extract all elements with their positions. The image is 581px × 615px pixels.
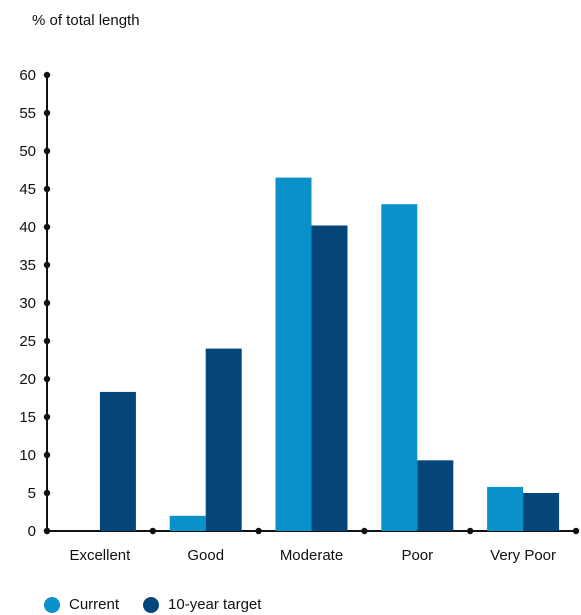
legend-item-current: Current (44, 596, 119, 613)
legend-swatch-current (44, 596, 60, 613)
bar-excellent-10-year-target (99, 391, 136, 531)
y-tick-label-6: 30 (19, 295, 36, 312)
y-tick-dot-10 (43, 147, 51, 155)
y-tick-dot-1 (43, 489, 51, 497)
x-tick-label-poor: Poor (401, 547, 433, 564)
y-tick-label-12: 60 (19, 67, 36, 84)
x-tick-dot-1 (149, 527, 156, 535)
y-tick-dot-7 (43, 261, 51, 269)
y-tick-dot-9 (43, 185, 51, 193)
y-tick-label-0: 0 (28, 523, 36, 540)
y-tick-dot-6 (43, 299, 51, 307)
y-tick-dot-12 (43, 71, 51, 79)
y-axis-label: % of total length (32, 12, 140, 29)
y-tick-label-8: 40 (19, 219, 36, 236)
legend: Current 10-year target (44, 596, 285, 613)
y-tick-dot-3 (43, 413, 51, 421)
legend-label-current: Current (69, 596, 120, 613)
bars (99, 177, 560, 532)
y-tick-label-11: 55 (19, 105, 36, 122)
bar-very-poor-10-year-target (523, 493, 560, 531)
y-tick-label-3: 15 (19, 409, 36, 426)
y-tick-label-5: 25 (19, 333, 36, 350)
x-tick-label-moderate: Moderate (280, 547, 343, 564)
x-tick-label-excellent: Excellent (69, 547, 131, 564)
legend-swatch-target (143, 596, 160, 613)
y-tick-dot-5 (43, 337, 51, 345)
bar-very-poor-current (487, 486, 524, 531)
y-tick-dot-4 (43, 375, 51, 383)
y-tick-label-9: 45 (19, 181, 36, 198)
x-tick-dot-5 (572, 527, 580, 535)
x-tick-label-very-poor: Very Poor (490, 547, 556, 564)
x-tick-dot-2 (255, 527, 262, 535)
bar-poor-current (381, 204, 418, 531)
y-tick-label-7: 35 (19, 257, 36, 274)
x-tick-dot-3 (361, 527, 368, 535)
y-tick-label-4: 20 (19, 371, 36, 388)
ticks: 0 5 10 15 20 25 30 35 40 45 50 55 60 Excellent Good Mod… (19, 67, 580, 564)
x-tick-dot-0 (43, 527, 51, 535)
bar-good-10-year-target (205, 348, 242, 531)
bar-poor-10-year-target (417, 460, 454, 531)
y-tick-label-1: 5 (28, 485, 36, 502)
x-tick-dot-4 (467, 527, 474, 535)
y-tick-dot-8 (43, 223, 51, 231)
legend-label-target: 10-year target (168, 596, 262, 613)
y-tick-label-10: 50 (19, 143, 36, 160)
y-tick-dot-11 (43, 109, 51, 117)
bar-moderate-10-year-target (311, 225, 348, 532)
bar-good-current (169, 515, 206, 531)
y-tick-label-2: 10 (19, 447, 36, 464)
x-tick-label-good: Good (187, 547, 224, 564)
bar-moderate-current (275, 177, 312, 531)
legend-item-target: 10-year target (143, 596, 261, 613)
y-tick-dot-2 (43, 451, 51, 459)
